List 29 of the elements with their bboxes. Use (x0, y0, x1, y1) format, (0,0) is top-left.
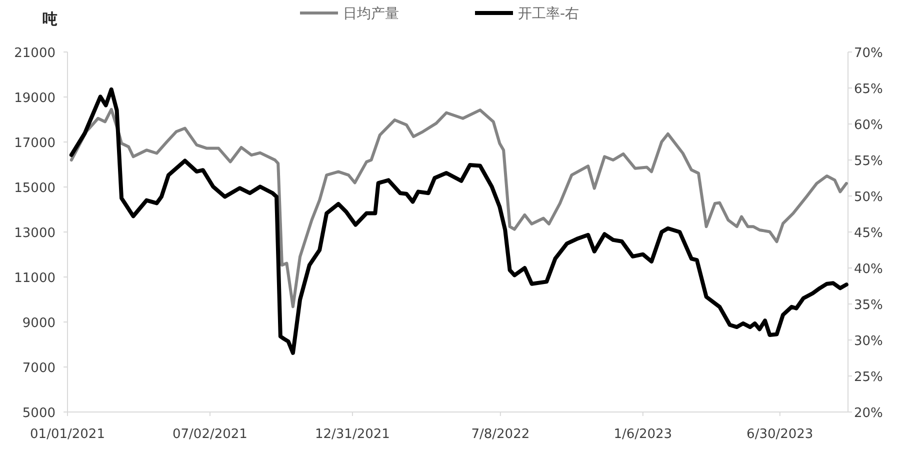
y2-tick-label: 20% (854, 406, 883, 421)
y-tick-label: 13000 (14, 226, 56, 241)
y-tick-label: 17000 (14, 136, 56, 151)
x-tick-label: 01/01/2021 (30, 427, 105, 442)
y2-tick-label: 35% (854, 298, 883, 313)
y-tick-label: 7000 (22, 361, 56, 376)
y2-tick-label: 70% (854, 46, 883, 61)
legend-label: 日均产量 (343, 6, 399, 22)
x-tick-label: 7/8/2022 (471, 427, 530, 442)
y2-tick-label: 45% (854, 226, 883, 241)
y-tick-label: 9000 (22, 316, 56, 331)
y-tick-label: 5000 (22, 406, 56, 421)
y2-tick-label: 50% (854, 190, 883, 205)
legend-label: 开工率-右 (518, 6, 580, 22)
y-tick-label: 15000 (14, 181, 56, 196)
y2-tick-label: 40% (854, 262, 883, 277)
y-tick-label: 21000 (14, 46, 56, 61)
x-tick-label: 1/6/2023 (614, 427, 672, 442)
x-tick-label: 6/30/2023 (746, 427, 814, 442)
x-tick-label: 07/02/2021 (172, 427, 248, 442)
x-tick-label: 12/31/2021 (314, 427, 390, 442)
y2-tick-label: 60% (854, 118, 883, 133)
y-tick-label: 19000 (14, 91, 56, 106)
y2-tick-label: 30% (854, 334, 883, 349)
y2-tick-label: 25% (854, 370, 883, 385)
y-axis-title: 吨 (42, 10, 58, 28)
y-tick-label: 11000 (14, 271, 56, 286)
y2-tick-label: 65% (854, 82, 883, 97)
y2-tick-label: 55% (854, 154, 883, 169)
